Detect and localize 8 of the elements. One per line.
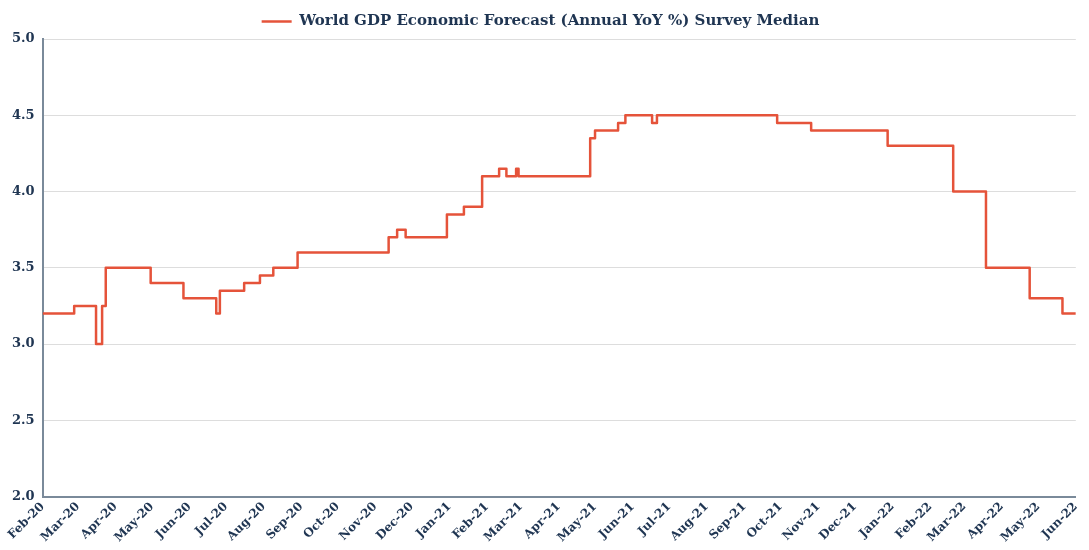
y-tick-label: 4.0 xyxy=(11,182,35,198)
legend-label: World GDP Economic Forecast (Annual YoY %) Survey Median xyxy=(298,11,820,30)
y-tick-label: 2.5 xyxy=(11,411,35,427)
y-tick-label: 3.5 xyxy=(11,259,35,275)
y-tick-label: 2.0 xyxy=(11,488,35,504)
y-tick-label: 3.0 xyxy=(11,335,35,351)
y-tick-label: 4.5 xyxy=(11,106,35,122)
y-tick-label: 5.0 xyxy=(11,30,35,46)
